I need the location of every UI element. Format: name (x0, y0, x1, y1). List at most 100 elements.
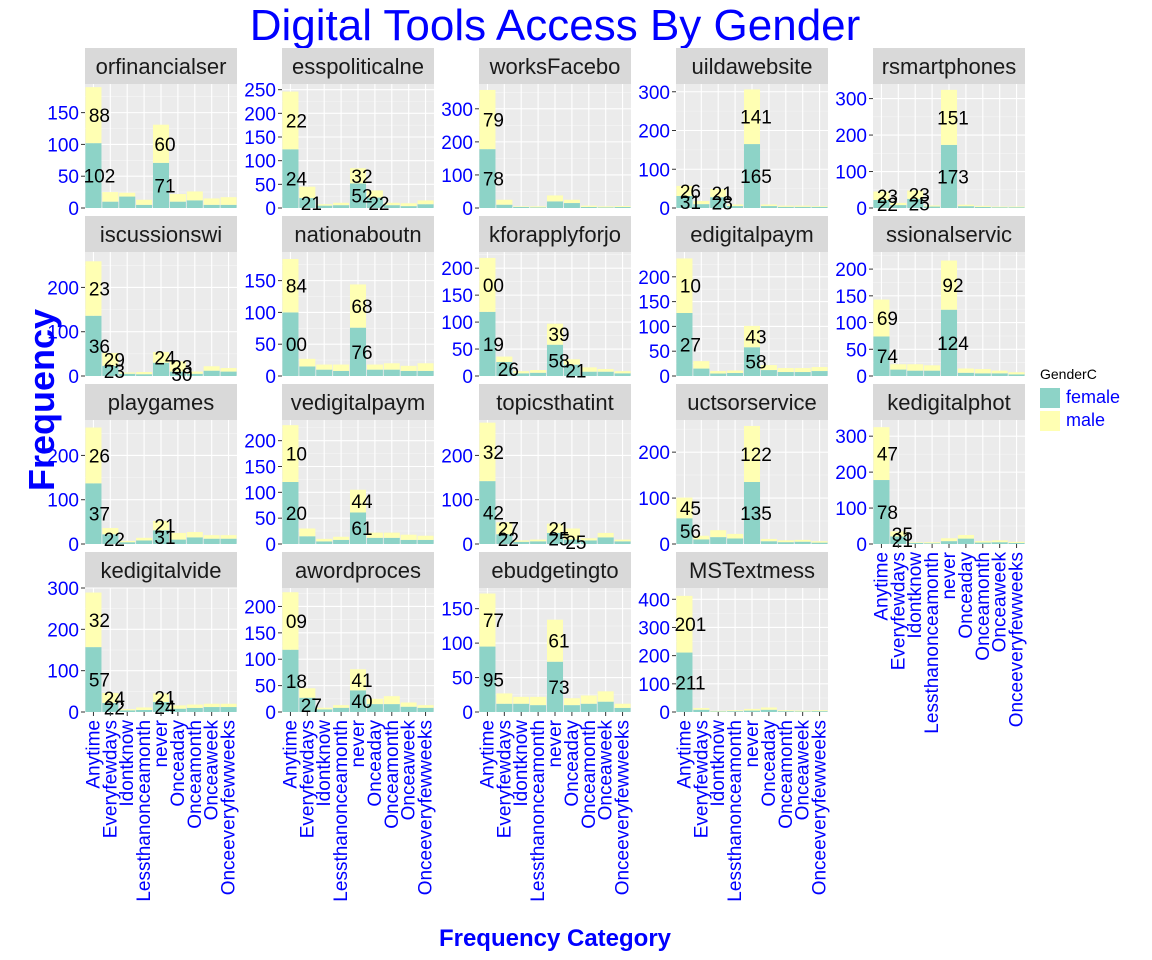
bar-male (119, 709, 136, 711)
x-tick-label: Everyfewdays (297, 720, 318, 838)
bar-female (907, 198, 924, 208)
bar-male (186, 532, 203, 538)
y-tick-label: 100 (47, 491, 79, 512)
bar-female (496, 204, 513, 208)
x-tick-label: Idontknow (905, 552, 926, 639)
data-label: 58 (548, 351, 569, 372)
data-label: 42 (483, 504, 504, 525)
bar-female (316, 369, 333, 376)
bar-male (743, 325, 761, 348)
facet-strip-label: vedigitalpaym (291, 390, 426, 415)
facet-panel: orfinancialser 0 50 100 150 102 88 71 60 (47, 48, 237, 220)
bar-female (513, 207, 530, 208)
bar-male (743, 89, 761, 145)
facet-strip (676, 48, 828, 84)
bar-female (873, 199, 890, 208)
bar-female (85, 315, 102, 376)
bar-female (169, 371, 186, 376)
data-label: 09 (286, 612, 307, 633)
y-tick-label: 100 (47, 135, 79, 156)
bar-male (203, 703, 220, 708)
bar-male (890, 364, 907, 370)
facet-panel: edigitalpaym 0 50 100 150 200 10 27 58 43 (638, 216, 828, 388)
bar-male (563, 359, 580, 365)
bar-female (102, 365, 119, 376)
x-tick-label: never (939, 551, 960, 599)
data-label: 31 (680, 193, 701, 214)
bar-male (710, 710, 727, 712)
bar-male (169, 532, 186, 540)
facet-panel: nationaboutn 0 50 100 150 84 00 76 68 (244, 216, 434, 388)
bar-female (873, 336, 890, 376)
data-label: 71 (154, 176, 175, 197)
bar-female (693, 204, 710, 208)
bar-male (333, 364, 350, 371)
bar-female (299, 697, 316, 712)
bar-male (974, 541, 991, 543)
data-label: 78 (483, 170, 504, 191)
bar-male (102, 192, 119, 202)
y-tick-label: 100 (244, 483, 276, 504)
bar-female (1008, 374, 1025, 376)
bar-male (400, 365, 417, 371)
bar-female (974, 373, 991, 376)
y-tick-label: 150 (244, 624, 276, 645)
bar-female (957, 372, 974, 376)
bar-male (873, 191, 890, 200)
x-tick-label: never (151, 719, 172, 767)
data-label: 36 (89, 337, 110, 358)
y-tick-label: 0 (265, 367, 276, 388)
facet-strip (873, 384, 1025, 420)
y-tick-label: 200 (47, 446, 79, 467)
bar-female (676, 313, 693, 376)
bar-male (743, 425, 761, 482)
bar-female (924, 370, 941, 376)
bar-female (890, 369, 907, 376)
bar-male (220, 197, 237, 205)
facet-strip-label: nationaboutn (294, 222, 421, 247)
bar-male (102, 352, 119, 366)
bar-female (957, 538, 974, 544)
bar-male (496, 199, 513, 205)
y-tick-label: 100 (441, 166, 473, 187)
bar-female (890, 536, 907, 544)
x-tick-label: Onceaweek (990, 552, 1011, 653)
bar-male (102, 528, 119, 535)
legend: GenderC female male (1040, 366, 1120, 432)
x-tick-label: Lessthanonceamonth (922, 552, 943, 734)
bar-male (580, 538, 597, 541)
data-label: 79 (483, 111, 504, 132)
bar-male (811, 710, 828, 712)
bar-female (496, 361, 513, 376)
bar-female (907, 542, 924, 544)
bar-female (400, 206, 417, 208)
facet-strip-label: kedigitalvide (100, 558, 221, 583)
bar-female (119, 710, 136, 712)
y-tick-label: 150 (244, 128, 276, 149)
bar-male (479, 257, 496, 312)
bar-female (152, 530, 170, 544)
y-tick-label: 100 (638, 160, 670, 181)
y-tick-label: 0 (462, 535, 473, 556)
bar-male (563, 528, 580, 540)
y-tick-label: 0 (68, 199, 79, 220)
data-label: 26 (680, 182, 701, 203)
bar-female (203, 538, 220, 544)
x-tick-label: Everyfewdays (888, 552, 909, 670)
y-tick-label: 100 (47, 323, 79, 344)
y-tick-label: 200 (47, 620, 79, 641)
bar-female (383, 537, 400, 544)
bar-female (333, 205, 350, 208)
bar-female (400, 539, 417, 544)
bar-male (710, 371, 727, 374)
bar-male (316, 707, 333, 710)
data-label: 39 (548, 325, 569, 346)
bar-male (349, 489, 367, 513)
data-label: 151 (937, 108, 969, 129)
x-tick-label: Onceaweek (596, 720, 617, 821)
data-label: 23 (877, 187, 898, 208)
bar-female (316, 709, 333, 712)
bar-male (811, 206, 828, 207)
data-label: 88 (89, 106, 110, 127)
